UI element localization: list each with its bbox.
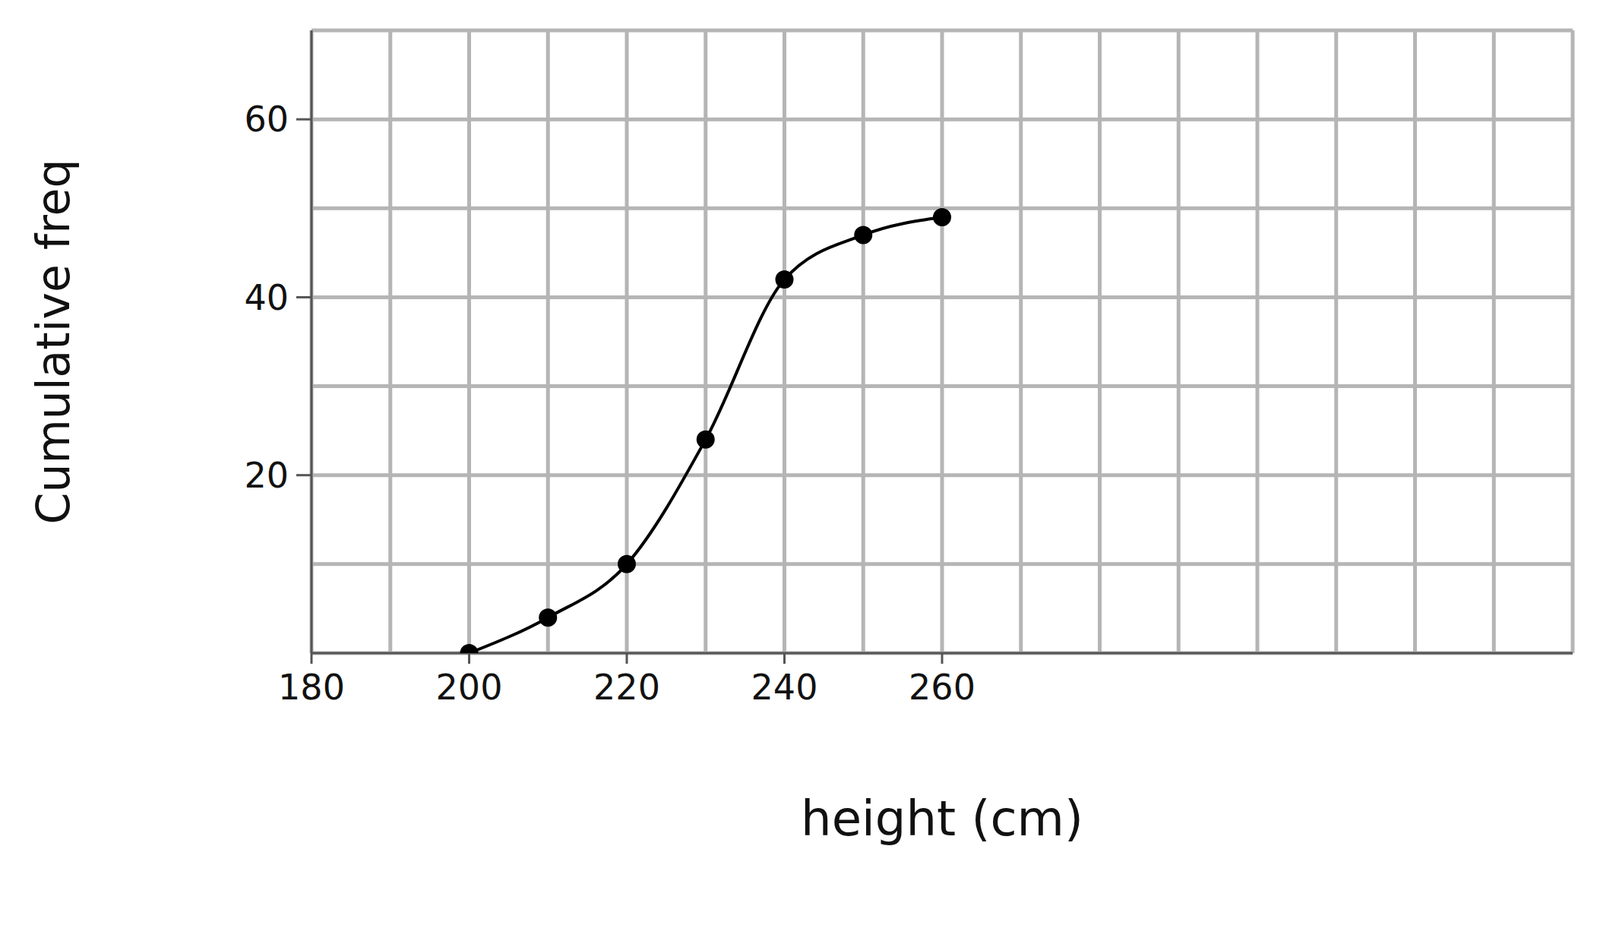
svg-text:200: 200 (436, 667, 503, 709)
svg-text:Cumulative freq: Cumulative freq (26, 159, 80, 525)
svg-text:220: 220 (593, 667, 661, 709)
svg-text:20: 20 (243, 455, 289, 497)
svg-text:180: 180 (278, 667, 345, 709)
svg-text:60: 60 (243, 98, 289, 140)
svg-text:240: 240 (751, 667, 819, 709)
svg-text:260: 260 (908, 667, 976, 709)
svg-text:40: 40 (243, 277, 289, 319)
svg-text:height (cm): height (cm) (800, 790, 1084, 848)
